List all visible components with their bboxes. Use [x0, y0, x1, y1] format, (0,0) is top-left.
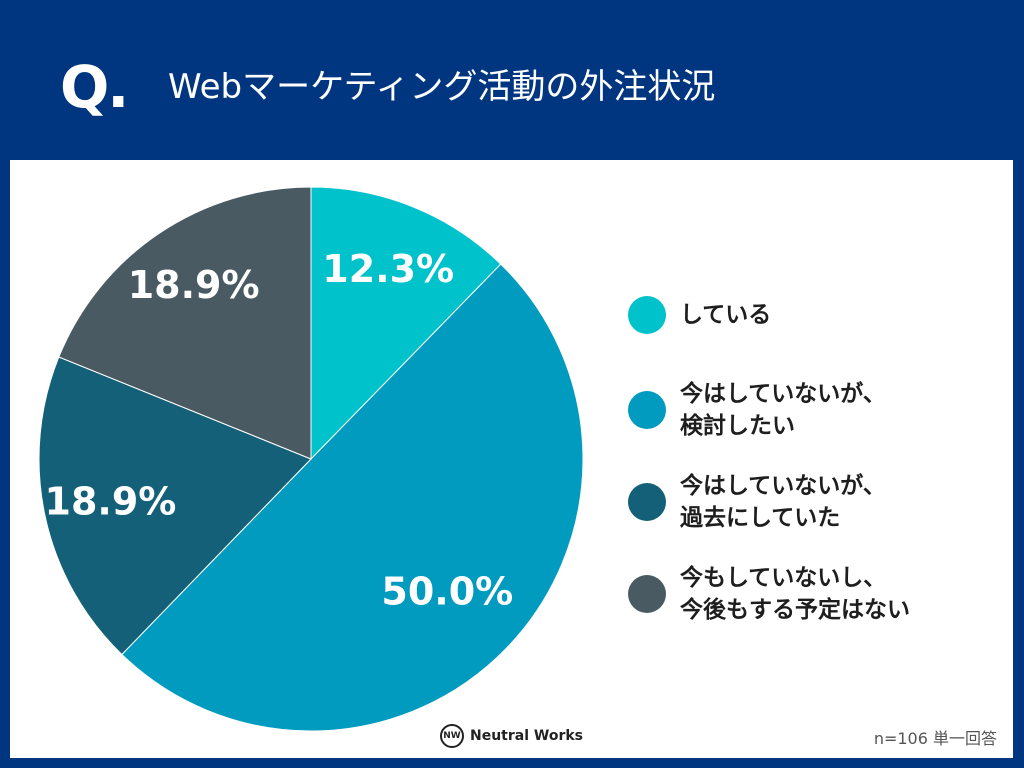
- chart-panel: 12.3% 50.0% 18.9% 18.9% している 今はしていないが、 検討した…: [10, 160, 1013, 758]
- legend-swatch-4: [628, 575, 666, 613]
- legend-label-2: 今はしていないが、 検討したい: [680, 381, 886, 439]
- legend-item-1: している: [628, 296, 771, 334]
- legend-label-1: している: [680, 302, 772, 328]
- slice-value-label-3: 18.9%: [45, 479, 177, 523]
- logo-text: Neutral Works: [470, 728, 584, 744]
- pie-slice-2: [121, 263, 584, 732]
- legend-item-4: 今もしていないし、 今後もする予定はない: [628, 562, 910, 626]
- legend-swatch-1: [628, 296, 666, 334]
- pie-slice-4: [58, 186, 312, 460]
- legend-item-3: 今はしていないが、 過去にしていた: [628, 470, 886, 534]
- slice-value-label-2: 50.0%: [381, 569, 513, 613]
- pie-slice-1: [310, 186, 502, 461]
- legend-label-4: 今もしていないし、 今後もする予定はない: [680, 565, 910, 623]
- q-mark: Q.: [60, 53, 129, 121]
- pie-slice-3: [38, 356, 312, 656]
- sample-note: n=106 単一回答: [873, 729, 997, 748]
- legend-label-3: 今はしていないが、 過去にしていた: [680, 473, 886, 531]
- slice-value-label-1: 12.3%: [322, 247, 454, 291]
- brand-logo: NW Neutral Works: [440, 724, 583, 748]
- logo-icon: NW: [440, 724, 464, 748]
- pie-chart: 12.3% 50.0% 18.9% 18.9%: [38, 186, 584, 732]
- legend-swatch-3: [628, 483, 666, 521]
- legend-item-2: 今はしていないが、 検討したい: [628, 378, 886, 442]
- legend-swatch-2: [628, 391, 666, 429]
- header: Q. Webマーケティング活動の外注状況: [0, 0, 1024, 160]
- page-title: Webマーケティング活動の外注状況: [168, 67, 716, 107]
- slice-value-label-4: 18.9%: [128, 263, 260, 307]
